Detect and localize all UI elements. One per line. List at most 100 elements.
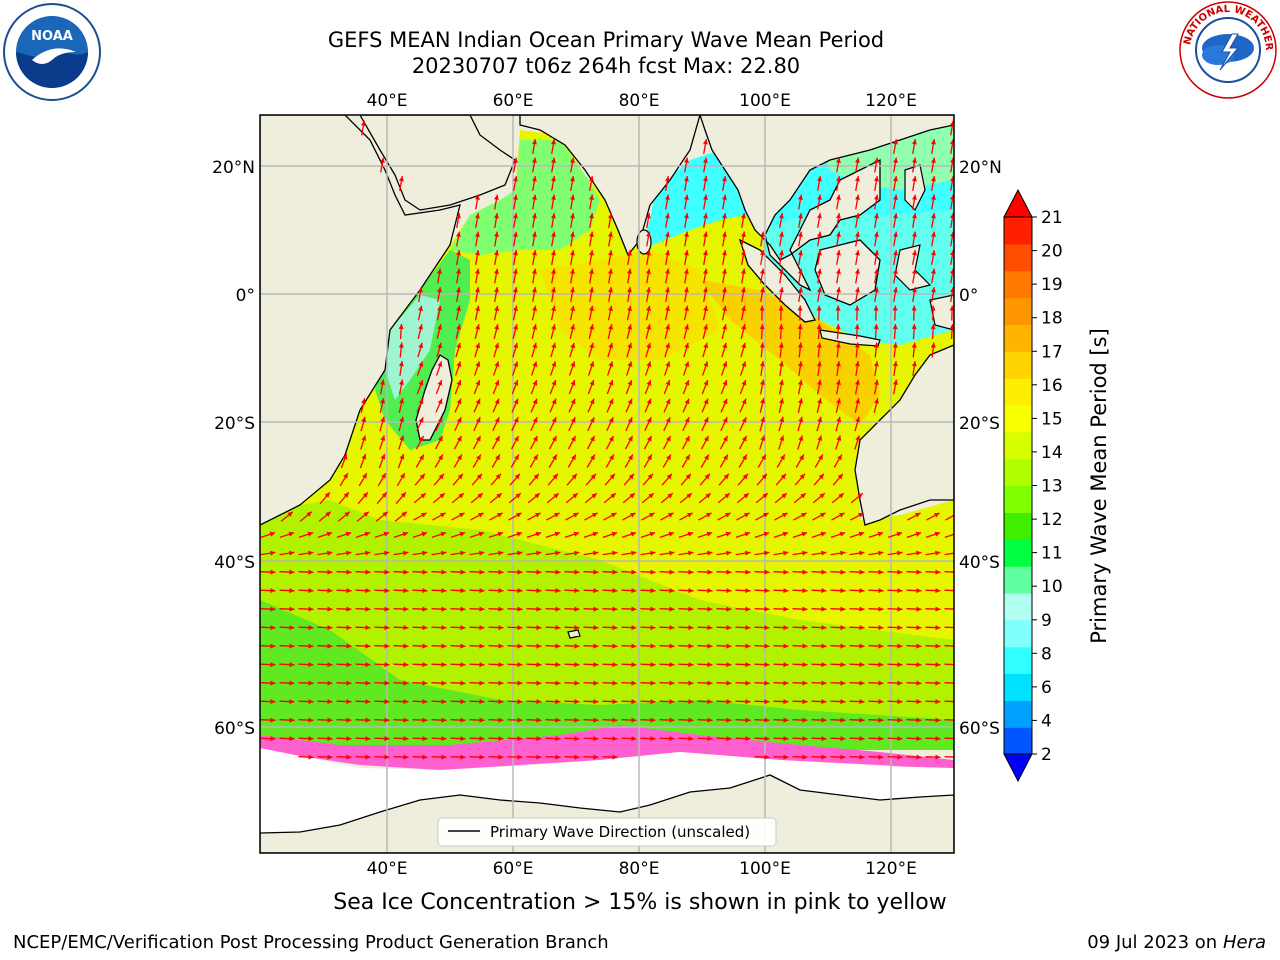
wave-arrow-head — [821, 625, 827, 631]
wave-arrow-head — [460, 717, 466, 723]
wave-arrow-head — [270, 699, 276, 705]
wave-arrow-head — [440, 531, 447, 537]
wave-arrow-head — [514, 454, 519, 461]
wave-arrow-head — [703, 250, 708, 256]
colorbar-segment — [1004, 217, 1032, 245]
wave-arrow-head — [650, 680, 656, 686]
wave-arrow-head — [570, 231, 575, 237]
wave-arrow-head — [573, 531, 580, 537]
wave-arrow-head — [650, 569, 656, 575]
wave-arrow-head — [631, 643, 637, 649]
wave-arrow-head — [589, 250, 594, 256]
wave-arrow-head — [418, 305, 423, 312]
wave-arrow-head — [536, 717, 542, 723]
wave-arrow-head — [649, 512, 655, 518]
wave-arrow-head — [669, 550, 675, 556]
wave-arrow-head — [612, 736, 618, 742]
wave-arrow-head — [270, 550, 276, 556]
wave-arrow — [944, 626, 954, 629]
wave-arrow-head — [816, 361, 822, 367]
wave-arrow-head — [571, 435, 576, 442]
india-landmass — [519, 115, 701, 257]
wave-arrow-head — [555, 569, 561, 575]
wave-arrow-head — [799, 454, 804, 461]
wave-arrow-head — [722, 287, 727, 293]
wave-arrow-head — [555, 588, 561, 594]
wave-arrow-head — [555, 717, 561, 723]
wave-arrow-head — [457, 435, 462, 442]
wave-arrow-head — [403, 588, 409, 594]
wave-arrow-head — [365, 625, 371, 631]
wave-arrow-head — [912, 213, 917, 219]
wave-arrow-head — [859, 754, 865, 760]
wave-arrow-head — [478, 531, 485, 537]
wave-arrow-head — [440, 512, 446, 518]
wave-arrow-head — [498, 699, 504, 705]
wave-arrow-head — [399, 416, 405, 423]
wave-arrow-head — [593, 625, 599, 631]
wave-arrow-head — [858, 531, 865, 537]
wave-arrow-head — [570, 417, 576, 423]
wave-arrow-head — [741, 380, 747, 386]
wave-arrow-head — [498, 662, 504, 668]
wave-arrow-head — [684, 398, 690, 405]
wave-arrow-head — [760, 416, 766, 423]
wave-arrow-head — [612, 662, 618, 668]
wave-arrow-head — [570, 213, 575, 219]
wave-arrow-head — [835, 342, 841, 348]
wave-arrow-head — [893, 250, 898, 256]
wave-arrow-head — [893, 213, 898, 219]
wave-arrow-head — [741, 213, 746, 219]
wave-arrow-head — [778, 361, 784, 367]
wave-arrow-head — [650, 736, 656, 742]
colorbar-segment — [1004, 512, 1032, 540]
wave-arrow-head — [475, 213, 480, 219]
wave-arrow-head — [475, 361, 481, 367]
wave-arrow-head — [950, 231, 954, 237]
wave-arrow-head — [418, 361, 424, 367]
wave-arrow-head — [403, 569, 409, 575]
wave-arrow-head — [458, 493, 464, 499]
wave-arrow-head — [878, 588, 884, 594]
wave-arrow-head — [781, 493, 787, 499]
wave-arrow-head — [402, 531, 409, 537]
wave-arrow-head — [630, 531, 637, 537]
wave-arrow-head — [498, 588, 504, 594]
wave-arrow-head — [646, 361, 652, 367]
wave-arrow-head — [346, 754, 352, 760]
wave-arrow-head — [897, 643, 903, 649]
wave-arrow-head — [403, 550, 409, 556]
wave-arrow-head — [684, 231, 689, 237]
wave-arrow-head — [612, 699, 618, 705]
wave-arrow-head — [589, 417, 595, 423]
wave-arrow-head — [612, 643, 618, 649]
wave-arrow-head — [478, 512, 484, 518]
colorbar-label: Primary Wave Mean Period [s] — [1087, 328, 1111, 644]
wave-arrow-head — [686, 493, 692, 499]
wave-arrow-head — [779, 379, 784, 385]
wave-arrow-head — [878, 736, 884, 742]
wave-arrow — [945, 514, 954, 521]
sumatra — [738, 238, 816, 323]
wave-arrow-head — [574, 643, 580, 649]
wave-arrow-head — [665, 380, 671, 386]
wave-arrow-head — [878, 625, 884, 631]
wave-arrow-head — [783, 569, 789, 575]
wave-arrow-head — [437, 380, 443, 386]
antarctica-coast — [260, 774, 954, 853]
wave-arrow-head — [858, 512, 864, 518]
wave-arrow-head — [532, 157, 537, 163]
wave-arrow-head — [836, 435, 842, 441]
wave-arrow-head — [403, 662, 409, 668]
wave-arrow-head — [916, 588, 922, 594]
wave-arrow-head — [437, 361, 443, 367]
wave-arrow-head — [723, 454, 728, 461]
wave-arrow-head — [859, 569, 865, 575]
wave-arrow-head — [783, 699, 789, 705]
wave-arrow-head — [688, 569, 694, 575]
wave-arrow-head — [574, 569, 580, 575]
wave-arrow-head — [420, 493, 426, 499]
wave-arrow-head — [612, 550, 618, 556]
wave-arrow-head — [764, 588, 770, 594]
wave-arrow-head — [627, 342, 633, 349]
